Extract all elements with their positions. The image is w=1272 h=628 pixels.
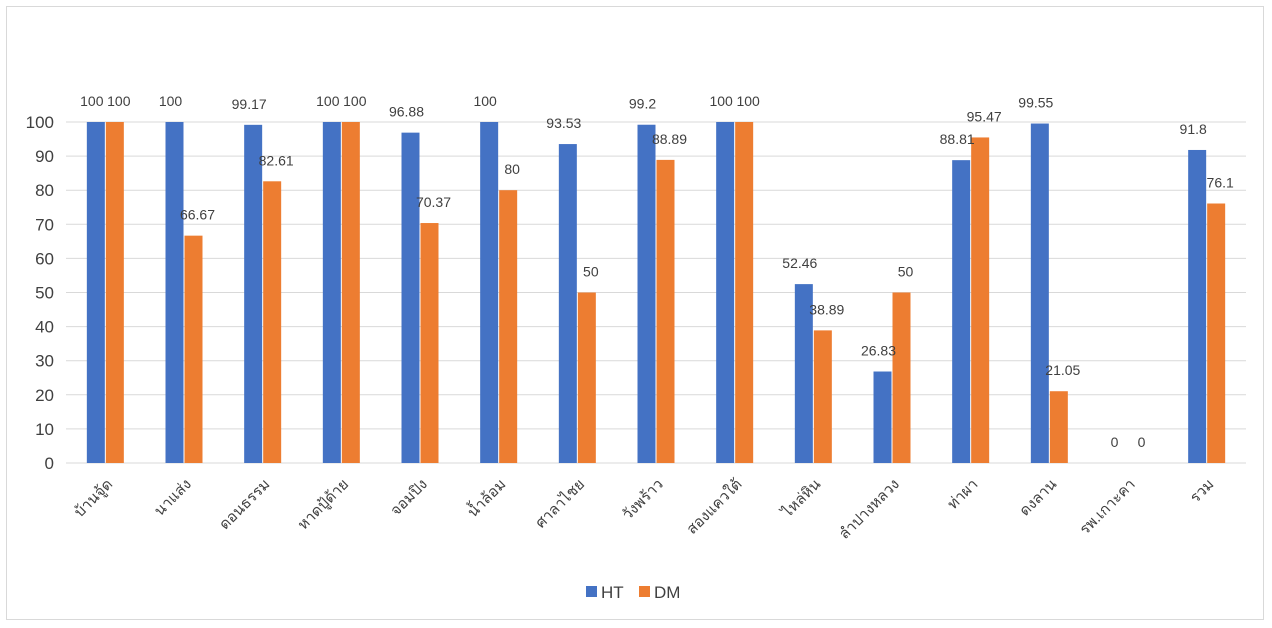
data-label-dm: 70.37 bbox=[416, 194, 451, 210]
data-label-ht: 100 bbox=[709, 93, 733, 109]
data-label-dm: 50 bbox=[898, 264, 914, 280]
bar-ht bbox=[1188, 149, 1207, 463]
data-label-ht: 91.8 bbox=[1180, 121, 1207, 137]
data-label-ht: 100 bbox=[316, 93, 340, 109]
bar-dm bbox=[813, 330, 832, 463]
category-label: ลำปางหลวง bbox=[836, 476, 903, 543]
y-tick-label: 70 bbox=[35, 215, 54, 234]
data-label-dm: 80 bbox=[504, 161, 520, 177]
data-label-ht: 99.17 bbox=[232, 96, 267, 112]
y-axis-ticks: 0 10 20 30 40 50 60 70 80 90 100 bbox=[26, 113, 54, 473]
y-tick-label: 80 bbox=[35, 181, 54, 200]
legend-label-ht: HT bbox=[601, 583, 624, 602]
category-label: ไหล่หิน bbox=[778, 475, 825, 522]
y-tick-label: 90 bbox=[35, 147, 54, 166]
category-labels: บ้านจู้ด นาแส่ง ดอนธรรม หาดปู้ด้าย จอมปิง น้ำ… bbox=[71, 474, 1217, 543]
data-label-ht: 100 bbox=[473, 93, 497, 109]
bar-ht bbox=[322, 122, 341, 463]
bar-dm bbox=[184, 235, 203, 463]
bar-dm bbox=[892, 292, 911, 463]
legend-swatch-ht bbox=[586, 586, 597, 597]
chart-frame bbox=[6, 6, 1264, 620]
bar-ht bbox=[1030, 123, 1049, 464]
bar-dm bbox=[577, 292, 596, 463]
bar-ht bbox=[873, 371, 892, 463]
data-label-ht: 88.81 bbox=[940, 131, 975, 147]
data-label-ht: 99.2 bbox=[629, 96, 656, 112]
gridlines bbox=[66, 121, 1246, 464]
data-label-dm: 50 bbox=[583, 264, 599, 280]
bar-dm bbox=[499, 190, 518, 463]
bar-dm bbox=[341, 122, 360, 463]
data-label-ht: 0 bbox=[1111, 434, 1119, 450]
data-label-ht: 100 bbox=[80, 93, 104, 109]
bar-dm bbox=[263, 181, 282, 463]
category-label: บ้านจู้ด bbox=[71, 476, 116, 521]
bar-dm bbox=[105, 122, 124, 463]
category-label: ศาลาไชย bbox=[532, 475, 589, 532]
bar-ht bbox=[244, 124, 263, 464]
data-label-ht: 93.53 bbox=[546, 115, 581, 131]
data-label-ht: 96.88 bbox=[389, 104, 424, 120]
category-label: ดอนธรรม bbox=[216, 476, 273, 533]
data-label-ht: 99.55 bbox=[1018, 95, 1053, 111]
bar-dm bbox=[1207, 203, 1226, 463]
y-tick-label: 10 bbox=[35, 420, 54, 439]
bar-dm bbox=[971, 137, 990, 463]
bar-ht bbox=[86, 122, 105, 463]
category-label: รวม bbox=[1187, 476, 1218, 507]
data-label-dm: 88.89 bbox=[652, 131, 687, 147]
data-label-dm: 100 bbox=[107, 93, 131, 109]
y-tick-label: 30 bbox=[35, 352, 54, 371]
category-label: สองแควใต้ bbox=[683, 475, 746, 538]
bar-dm bbox=[420, 223, 439, 463]
data-label-dm: 76.1 bbox=[1207, 174, 1234, 190]
y-tick-label: 50 bbox=[35, 284, 54, 303]
y-tick-label: 20 bbox=[35, 386, 54, 405]
category-label: นาแส่ง bbox=[151, 476, 195, 520]
y-tick-label: 60 bbox=[35, 249, 54, 268]
data-label-dm: 21.05 bbox=[1045, 362, 1080, 378]
category-label: น้ำล้อม bbox=[462, 474, 509, 521]
data-label-dm: 82.61 bbox=[259, 152, 294, 168]
legend-label-dm: DM bbox=[654, 583, 680, 602]
bar-dm bbox=[735, 122, 754, 463]
legend: HT DM bbox=[586, 583, 680, 602]
bar-dm bbox=[656, 159, 675, 463]
category-label: ดงลาน bbox=[1016, 476, 1060, 520]
bar-ht bbox=[952, 160, 971, 463]
category-label: จอมปิง bbox=[387, 476, 431, 520]
bar-ht bbox=[558, 144, 577, 464]
legend-swatch-dm bbox=[639, 586, 650, 597]
category-label: ท่าผา bbox=[944, 476, 981, 513]
bar-ht bbox=[165, 122, 184, 463]
category-label: หาดปู้ด้าย bbox=[295, 476, 353, 534]
bar-ht bbox=[637, 124, 656, 463]
bar-ht bbox=[794, 284, 813, 463]
data-label-dm: 38.89 bbox=[809, 301, 844, 317]
y-tick-label: 0 bbox=[45, 454, 54, 473]
bar-ht bbox=[716, 122, 735, 463]
data-label-ht: 100 bbox=[159, 93, 183, 109]
data-label-dm: 100 bbox=[343, 93, 367, 109]
y-tick-label: 40 bbox=[35, 318, 54, 337]
y-tick-label: 100 bbox=[26, 113, 54, 132]
data-label-ht: 52.46 bbox=[782, 255, 817, 271]
bar-ht bbox=[401, 132, 420, 463]
bars bbox=[86, 122, 1226, 464]
bar-dm bbox=[1049, 391, 1068, 463]
data-label-ht: 26.83 bbox=[861, 343, 896, 359]
data-label-dm: 0 bbox=[1138, 434, 1146, 450]
category-label: รพ.เกาะคา bbox=[1076, 476, 1138, 538]
bar-ht bbox=[480, 122, 499, 463]
category-label: วังพร้าว bbox=[619, 476, 667, 524]
data-label-dm: 66.67 bbox=[180, 207, 215, 223]
data-label-dm: 95.47 bbox=[967, 108, 1002, 124]
data-label-dm: 100 bbox=[736, 93, 760, 109]
